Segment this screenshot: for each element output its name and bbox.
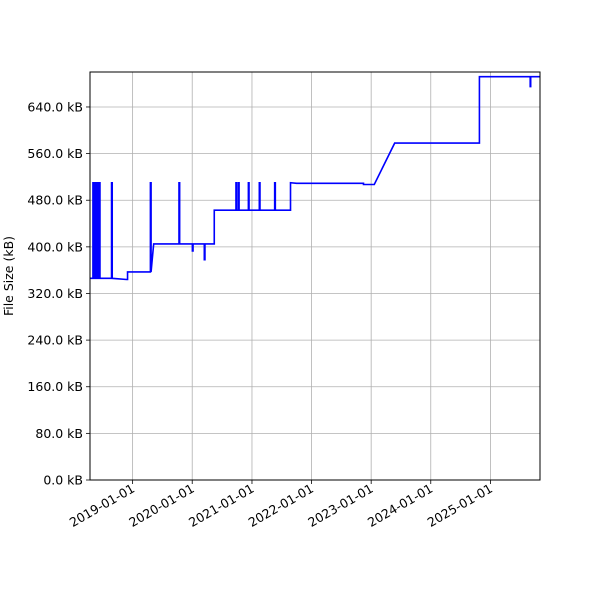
y-tick-label: 80.0 kB xyxy=(35,426,83,441)
y-tick-label: 320.0 kB xyxy=(27,286,83,301)
grid-lines xyxy=(90,72,540,481)
y-tick-label: 560.0 kB xyxy=(27,146,83,161)
y-tick-label: 0.0 kB xyxy=(43,473,83,488)
y-axis-label: File Size (kB) xyxy=(1,236,16,316)
x-tick-label: 2019-01-01 xyxy=(67,481,137,530)
series-line xyxy=(90,75,540,281)
y-tick-label: 240.0 kB xyxy=(27,333,83,348)
y-tick-label: 480.0 kB xyxy=(27,193,83,208)
x-tick-label: 2024-01-01 xyxy=(365,481,435,530)
x-tick-label: 2021-01-01 xyxy=(186,481,256,530)
y-tick-label: 160.0 kB xyxy=(27,379,83,394)
y-axis: 0.0 kB 80.0 kB 160.0 kB 240.0 kB 320.0 kB 400… xyxy=(27,99,90,488)
x-tick-label: 2020-01-01 xyxy=(126,481,196,530)
x-axis: 2019-01-012020-01-012021-01-012022-01-01… xyxy=(67,480,495,530)
x-tick-label: 2022-01-01 xyxy=(246,481,316,530)
y-tick-label: 640.0 kB xyxy=(27,99,83,114)
plot-frame xyxy=(89,71,541,481)
y-tick-label: 400.0 kB xyxy=(27,239,83,254)
x-tick-label: 2025-01-01 xyxy=(425,481,495,530)
x-tick-label: 2023-01-01 xyxy=(305,481,375,530)
